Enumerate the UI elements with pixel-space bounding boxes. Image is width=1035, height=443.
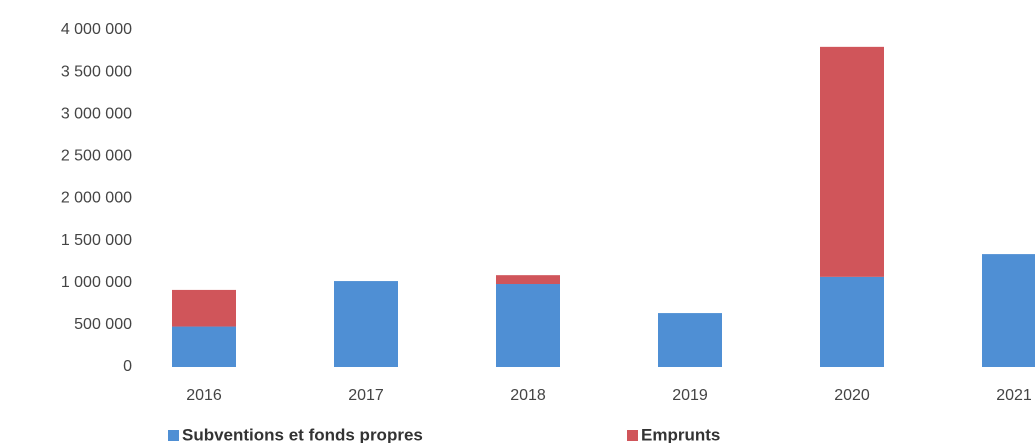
y-tick-label: 3 500 000 <box>61 63 132 80</box>
bar-segment <box>172 289 236 327</box>
legend-swatch <box>627 430 638 441</box>
legend-text: Subventions et fonds propres <box>182 425 423 443</box>
y-tick-label: 500 000 <box>74 316 132 333</box>
bar-segment <box>820 276 884 367</box>
bar-segment <box>334 281 398 367</box>
bar-segment <box>496 275 560 285</box>
legend-text: Emprunts <box>641 425 720 443</box>
legend-swatch <box>168 430 179 441</box>
x-tick-label: 2016 <box>186 387 222 404</box>
x-tick-label: 2020 <box>834 387 870 404</box>
y-tick-label: 1 000 000 <box>61 274 132 291</box>
y-tick-label: 1 500 000 <box>61 232 132 249</box>
bar-segment <box>820 46 884 277</box>
x-tick-label: 2018 <box>510 387 546 404</box>
y-tick-label: 3 000 000 <box>61 105 132 122</box>
bar-segment <box>172 326 236 367</box>
x-tick-label: 2017 <box>348 387 384 404</box>
x-tick-label: 2021 <box>996 387 1032 404</box>
y-tick-label: 4 000 000 <box>61 21 132 38</box>
bar-segment <box>496 284 560 367</box>
bar-segment <box>658 313 722 367</box>
y-tick-label: 2 000 000 <box>61 190 132 207</box>
bar-segment <box>982 254 1035 367</box>
x-tick-label: 2019 <box>672 387 708 404</box>
y-tick-label: 2 500 000 <box>61 148 132 165</box>
y-tick-label: 0 <box>123 358 132 375</box>
